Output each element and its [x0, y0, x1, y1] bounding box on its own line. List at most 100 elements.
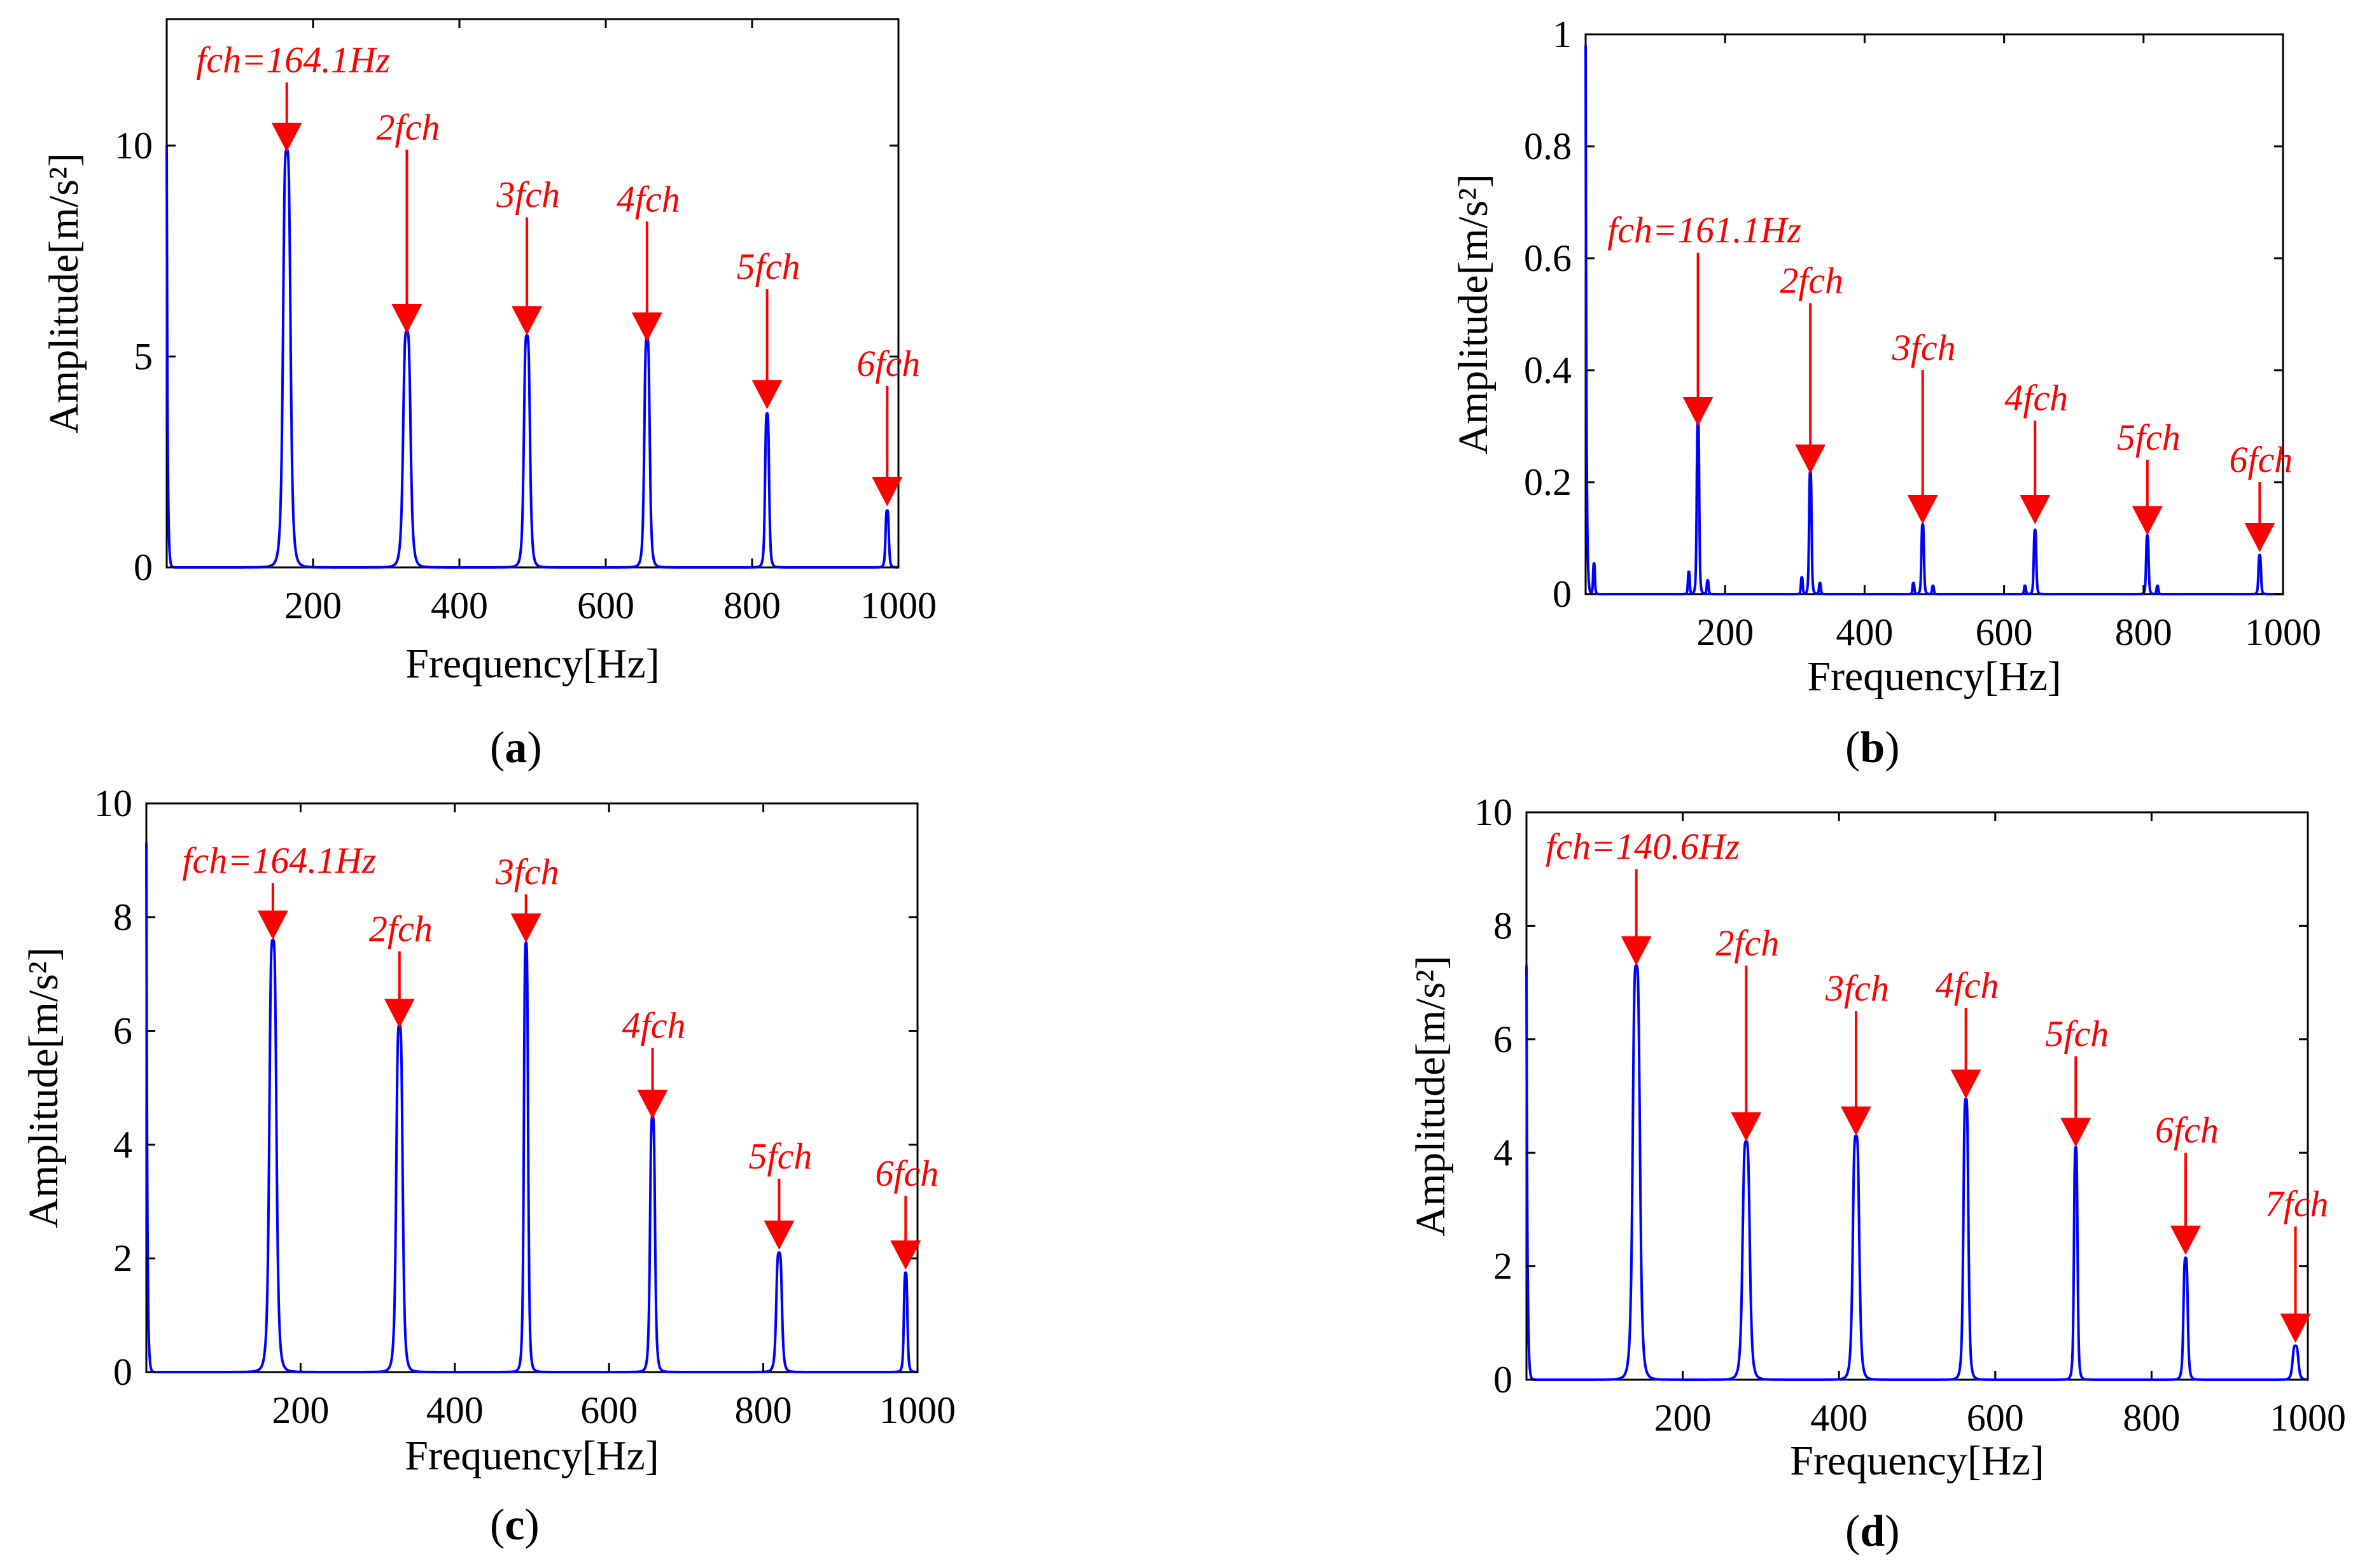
x-tick-label: 1000 [2245, 611, 2321, 653]
y-tick-label: 2 [113, 1237, 132, 1279]
annotation-label: 4fch [622, 1004, 686, 1046]
annotation-arrow-head [2244, 523, 2275, 552]
spectrum-line-b [1584, 45, 2284, 595]
x-tick-label: 200 [272, 1389, 329, 1431]
x-tick-label: 200 [1654, 1397, 1712, 1439]
annotation-label: 5fch [2117, 417, 2181, 458]
x-tick-label: 800 [735, 1389, 792, 1431]
x-tick-label: 400 [1810, 1397, 1868, 1439]
annotation-arrow-head [391, 303, 422, 333]
annotation-arrow-head [2020, 495, 2051, 524]
annotation-arrow-head [890, 1240, 921, 1270]
y-tick-label: 0 [113, 1351, 132, 1393]
y-axis-label-c: Amplitude[m/s²] [20, 947, 67, 1228]
y-tick-label: 6 [113, 1010, 132, 1052]
x-ticks-d: 200 400 600 800 1000 [1654, 812, 2346, 1439]
annotation-label: fch=161.1Hz [1607, 209, 1801, 251]
spectrum-line-a [165, 145, 900, 569]
x-ticks-c: 200 400 600 800 1000 [272, 803, 956, 1431]
annotation-arrow-head [257, 910, 288, 940]
annotation-arrow-head [872, 476, 903, 506]
plot-frame-a [165, 18, 900, 569]
y-tick-label: 6 [1493, 1018, 1512, 1060]
annotation-label: 2fch [377, 107, 440, 148]
y-axis-label-d: Amplitude[m/s²] [1407, 955, 1454, 1236]
annotations-d: fch=140.6Hz 2fch 3fch 4fch 5fch 6fch 7fch [1546, 826, 2329, 1343]
y-tick-label: 10 [1474, 791, 1512, 833]
y-ticks-c: 0 2 4 6 8 10 [94, 782, 918, 1393]
y-tick-label: 4 [1493, 1132, 1512, 1174]
x-axis-label-d: Frequency[Hz] [1790, 1438, 2044, 1484]
y-tick-label: 2 [1493, 1245, 1512, 1287]
y-ticks-d: 0 2 4 6 8 10 [1474, 791, 2308, 1401]
x-tick-label: 1000 [860, 585, 937, 627]
y-tick-label: 0.2 [1524, 461, 1572, 503]
y-axis-label-a: Amplitude[m/s²] [41, 153, 87, 433]
annotation-label: fch=140.6Hz [1546, 826, 1740, 867]
y-tick-label: 0 [1493, 1359, 1512, 1401]
chart-panel-a: 200 400 600 800 1000 0 5 10 fch=164.1Hz 2fch 3fc… [41, 18, 937, 772]
caption-a: (a) [490, 723, 542, 772]
annotation-label: 3fch [1825, 968, 1889, 1009]
annotation-arrow-head [2132, 506, 2163, 536]
annotation-label: 7fch [2265, 1183, 2329, 1225]
annotation-label: fch=164.1Hz [182, 840, 376, 881]
annotation-arrow-head [384, 999, 415, 1029]
spectrum-line-d [1525, 964, 2309, 1381]
annotation-arrow-head [631, 312, 662, 342]
x-tick-label: 200 [1696, 611, 1754, 653]
x-tick-label: 600 [1967, 1397, 2024, 1439]
annotation-label: 3fch [495, 851, 559, 892]
annotation-label: 6fch [856, 343, 920, 384]
y-axis-label-b: Amplitude[m/s²] [1450, 174, 1497, 454]
annotation-label: 5fch [749, 1135, 813, 1177]
x-tick-label: 200 [284, 585, 342, 627]
x-tick-label: 400 [431, 585, 488, 627]
chart-panel-b: 200 400 600 800 1000 0 0.2 0.4 0.6 0.8 1 fch=161.… [1450, 13, 2321, 772]
annotation-label: 6fch [2155, 1109, 2219, 1151]
annotation-label: 4fch [2004, 377, 2068, 419]
caption-b: (b) [1845, 723, 1900, 772]
annotation-label: 2fch [369, 908, 433, 949]
annotation-label: 6fch [2229, 439, 2293, 480]
y-tick-label: 8 [113, 896, 132, 938]
annotation-arrow-head [510, 913, 541, 943]
y-tick-label: 4 [113, 1123, 132, 1165]
annotation-label: 4fch [1936, 965, 1999, 1006]
chart-panel-c: 200 400 600 800 1000 0 2 4 6 8 10 fch=164.1Hz 2fch… [20, 782, 956, 1550]
y-tick-label: 0.4 [1524, 349, 1572, 391]
x-tick-label: 800 [2123, 1397, 2180, 1439]
annotation-arrow-head [637, 1090, 668, 1120]
caption-d: (d) [1845, 1507, 1900, 1556]
x-tick-label: 1000 [2270, 1397, 2346, 1439]
annotation-label: 5fch [2045, 1013, 2109, 1055]
x-ticks-a: 200 400 600 800 1000 [284, 19, 937, 627]
annotation-arrow-head [1682, 397, 1714, 426]
spectrum-line-c [145, 843, 919, 1373]
y-ticks-b: 0 0.2 0.4 0.6 0.8 1 [1524, 13, 2283, 615]
x-tick-label: 800 [723, 585, 781, 627]
annotation-arrow-head [751, 380, 783, 410]
annotation-label: 2fch [1780, 260, 1843, 301]
annotation-arrow-head [2060, 1118, 2091, 1148]
annotations-b: fch=161.1Hz 2fch 3fch 4fch 5fch 6fch [1607, 209, 2293, 552]
annotations-c: fch=164.1Hz 2fch 3fch 4fch 5fch 6fch [182, 840, 939, 1270]
annotation-arrow-head [1621, 936, 1652, 966]
y-tick-label: 10 [115, 125, 153, 167]
x-axis-label-b: Frequency[Hz] [1807, 653, 2061, 700]
y-tick-label: 8 [1493, 905, 1512, 947]
y-tick-label: 5 [134, 335, 153, 377]
annotation-arrow-head [271, 122, 302, 152]
x-tick-label: 400 [426, 1389, 484, 1431]
x-tick-label: 400 [1836, 611, 1893, 653]
plot-frame-d [1525, 811, 2309, 1381]
annotation-arrow-head [1950, 1069, 1981, 1099]
annotation-arrow-head [1907, 495, 1938, 524]
x-tick-label: 600 [1976, 611, 2033, 653]
caption-c: (c) [490, 1501, 540, 1550]
annotation-arrow-head [2280, 1314, 2311, 1343]
y-ticks-a: 0 5 10 [115, 125, 898, 588]
y-tick-label: 0.8 [1524, 125, 1572, 167]
x-tick-label: 600 [580, 1389, 638, 1431]
x-tick-label: 800 [2115, 611, 2172, 653]
